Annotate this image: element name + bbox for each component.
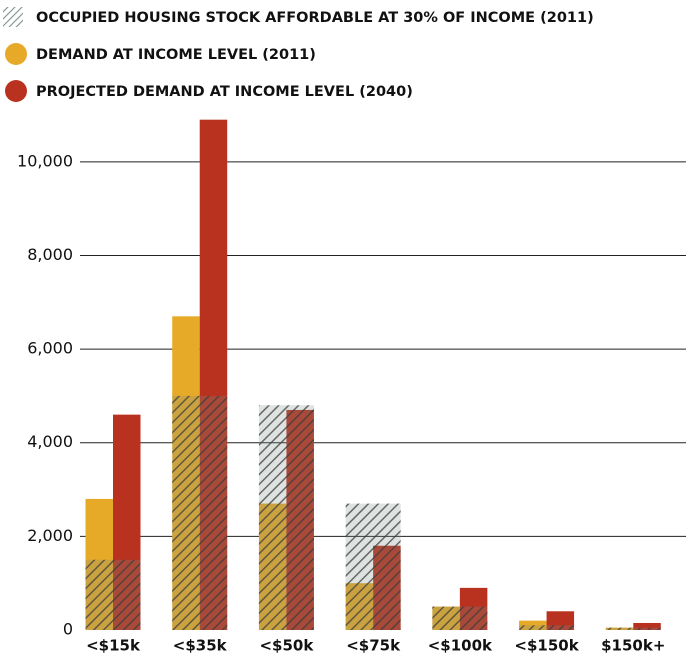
stock-bar-hatch	[172, 395, 228, 630]
y-tick-label: 4,000	[27, 432, 73, 451]
stock-bar	[258, 405, 314, 630]
legend-label: OCCUPIED HOUSING STOCK AFFORDABLE AT 30%…	[36, 10, 594, 26]
stock-bar	[172, 395, 228, 630]
x-tick-label: <$75k	[346, 637, 401, 655]
x-tick-label: <$100k	[428, 637, 493, 655]
bar	[633, 622, 661, 630]
stock-bar-hatch	[258, 405, 314, 630]
stock-bar-hatch	[345, 503, 401, 630]
stock-bar	[85, 559, 141, 630]
x-tick-label: $150k+	[601, 637, 665, 655]
legend-swatch	[3, 7, 23, 27]
stock-bar	[345, 503, 401, 630]
stock-bar	[432, 606, 488, 630]
stock-bar	[519, 625, 575, 630]
x-tick-label: <$50k	[259, 637, 314, 655]
stock-bar-hatch	[432, 606, 488, 630]
legend-swatch	[5, 43, 27, 65]
stock-bar-hatch	[85, 559, 141, 630]
y-tick-label: 8,000	[27, 245, 73, 264]
y-tick-label: 10,000	[17, 151, 73, 170]
x-tick-label: <$150k	[514, 637, 579, 655]
y-tick-label: 6,000	[27, 339, 73, 358]
stock-bar-hatch	[519, 625, 575, 630]
stock-bar-hatch	[605, 627, 661, 630]
x-tick-label: <$15k	[86, 637, 141, 655]
stock-bar	[605, 627, 661, 630]
y-tick-label: 2,000	[27, 526, 73, 545]
y-tick-label: 0	[63, 620, 73, 639]
legend-label: DEMAND AT INCOME LEVEL (2011)	[36, 47, 316, 63]
legend-label: PROJECTED DEMAND AT INCOME LEVEL (2040)	[36, 84, 413, 100]
legend-swatch	[5, 80, 27, 102]
x-tick-label: <$35k	[173, 637, 228, 655]
